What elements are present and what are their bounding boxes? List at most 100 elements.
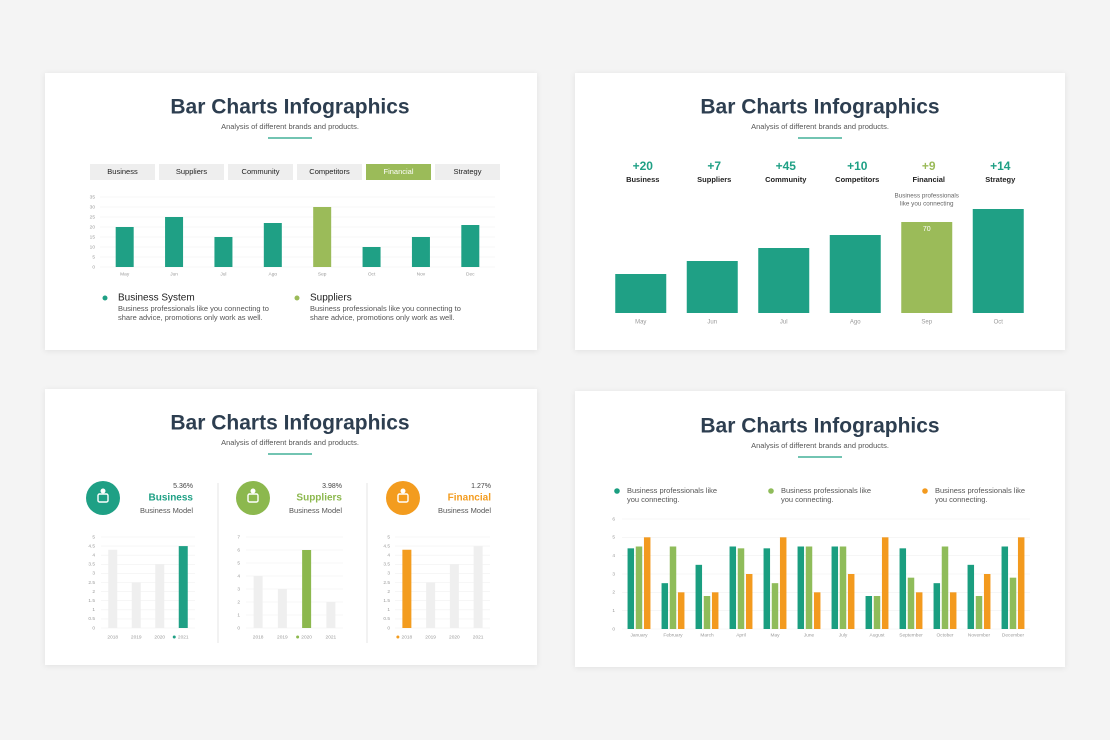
bar [975,596,983,629]
y-tick-label: 1 [237,612,240,618]
y-tick-label: 2 [387,589,390,595]
stat-name: Financial [912,175,945,184]
bar [473,546,483,628]
bar [972,209,1024,313]
bar [865,596,873,629]
panel-caption: Business Model [289,506,342,515]
annotation: like you connecting [900,201,954,208]
icon [386,481,420,515]
icon [236,481,270,515]
bar [899,548,907,629]
stat-name: Competitors [835,175,879,184]
y-tick-label: 2 [612,590,615,596]
bar [901,222,953,313]
x-tick-label: February [663,632,683,638]
stat-percent: 1.27% [471,483,491,490]
y-tick-label: 0 [387,625,390,631]
y-tick-label: 1.5 [383,598,390,604]
x-tick-label: Jun [170,271,178,277]
bar [805,546,813,629]
panel-caption: Business Model [438,506,491,515]
stat-value: +14 [990,159,1011,173]
y-tick-label: 3 [92,571,95,577]
stat-value: +7 [707,159,721,173]
x-tick-label: Sep [318,271,327,277]
icon-glyph [400,488,406,494]
bar [426,582,436,628]
bar [643,537,651,629]
x-tick-label: 2018 [107,634,118,640]
y-tick-label: 3.5 [88,562,95,568]
y-tick-label: 1 [612,608,615,614]
tab [435,164,500,180]
bar [108,549,118,628]
slide-title: Bar Charts Infographics [170,412,409,435]
bar [661,583,669,629]
y-tick-label: 25 [90,214,96,220]
bar [686,261,738,313]
y-tick-label: 7 [237,534,240,540]
y-tick-label: 5 [92,534,95,540]
bar [1009,577,1017,629]
x-tick-label: August [870,632,886,638]
tab-label: Business [107,167,138,176]
slide-subtitle: Analysis of different brands and product… [221,122,359,131]
panel-name: Financial [448,493,492,504]
bar [933,583,941,629]
bar [362,247,381,267]
slide-title: Bar Charts Infographics [700,96,939,119]
y-tick-label: 3 [612,571,615,577]
y-tick-label: 3 [387,571,390,577]
y-tick-label: 1 [387,607,390,613]
x-tick-label: June [804,632,815,638]
bar [915,592,923,629]
bar [115,227,134,267]
panel-name: Business [149,493,194,504]
legend-dot [614,488,620,494]
tab [366,164,431,180]
bar [711,592,719,629]
bar [131,582,141,628]
x-tick-label: 2019 [277,634,288,640]
bar [615,274,667,313]
x-tick-label: Ago [850,320,861,326]
bar [703,596,711,629]
panel-caption: Business Model [140,506,193,515]
x-tick-label: March [700,632,714,638]
y-tick-label: 3 [237,586,240,592]
slide-subtitle: Analysis of different brands and product… [221,438,359,447]
y-tick-label: 5 [387,534,390,540]
x-tick-label: Oct [368,271,376,277]
bar [758,248,810,313]
x-tick-label: January [630,632,648,638]
y-tick-label: 5 [92,254,95,260]
y-tick-label: 0.5 [383,616,390,622]
stat-name: Suppliers [697,175,731,184]
bar [763,548,771,629]
tab [90,164,155,180]
bar [449,564,459,628]
legend-dot [768,488,774,494]
stat-name: Business [626,175,659,184]
bar [253,576,263,628]
slide-subtitle: Analysis of different brands and product… [751,122,889,131]
legend-description: share advice, promotions only work as we… [310,313,455,322]
bar [411,237,430,267]
bar [313,207,332,267]
stat-value: +10 [847,159,868,173]
bar [771,583,779,629]
slide-subtitle: Analysis of different brands and product… [751,441,889,450]
bar [737,548,745,629]
bar [941,546,949,629]
bar [178,546,188,628]
y-tick-label: 5 [612,535,615,541]
tab [228,164,293,180]
x-tick-label: September [899,632,923,638]
icon-glyph [247,493,259,503]
y-tick-label: 6 [612,516,615,522]
y-tick-label: 10 [90,244,96,250]
x-tick-label: April [736,632,746,638]
legend-dot [102,295,108,301]
bar [214,237,233,267]
